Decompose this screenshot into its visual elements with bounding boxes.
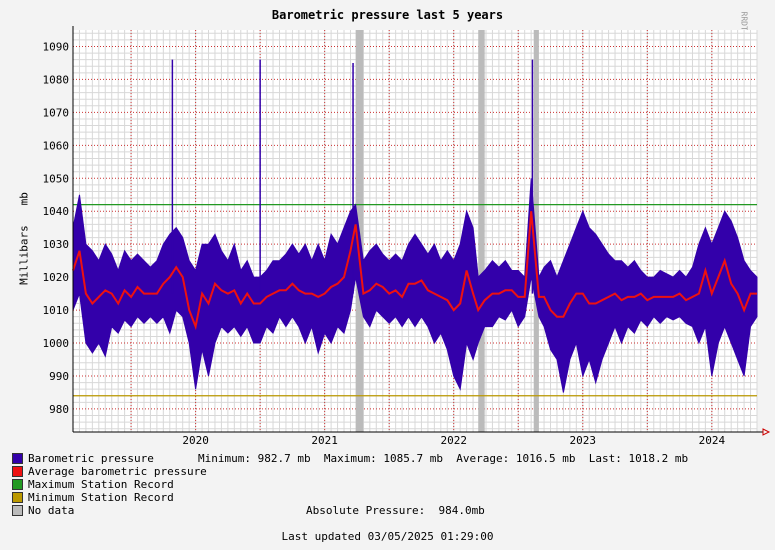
legend-swatch bbox=[12, 453, 23, 464]
stats-summary: Minimum: 982.7 mb Maximum: 1085.7 mb Ave… bbox=[198, 452, 689, 465]
average-series bbox=[72, 211, 757, 331]
pressure-chart: 980 990 1000 1010 1020 1030 1040 1050 1060 1070 10… bbox=[43, 26, 771, 447]
y-tick-label: 1010 bbox=[43, 304, 70, 317]
legend: Barometric pressure Average barometric p… bbox=[12, 452, 207, 517]
x-tick-label: 2023 bbox=[570, 434, 597, 447]
no-data-band bbox=[533, 30, 539, 432]
legend-label: Maximum Station Record bbox=[28, 478, 174, 491]
legend-swatch bbox=[12, 492, 23, 503]
legend-item: Average barometric pressure bbox=[12, 465, 207, 478]
legend-label: Minimum Station Record bbox=[28, 491, 174, 504]
legend-item: No data bbox=[12, 504, 207, 517]
absolute-pressure: Absolute Pressure: 984.0mb bbox=[306, 504, 485, 517]
last-updated: Last updated 03/05/2025 01:29:00 bbox=[281, 530, 494, 543]
y-tick-label: 1050 bbox=[43, 172, 70, 185]
x-tick-label: 2020 bbox=[182, 434, 209, 447]
x-axis-arrow bbox=[762, 428, 771, 436]
y-tick-label: 1000 bbox=[43, 337, 70, 350]
y-tick-label: 1090 bbox=[43, 40, 70, 53]
legend-swatch bbox=[12, 505, 23, 516]
legend-swatch bbox=[12, 466, 23, 477]
y-tick-label: 1030 bbox=[43, 238, 70, 251]
legend-item: Barometric pressure bbox=[12, 452, 207, 465]
y-tick-label: 1060 bbox=[43, 139, 70, 152]
legend-label: Average barometric pressure bbox=[28, 465, 207, 478]
chart-title: Barometric pressure last 5 years bbox=[271, 8, 504, 22]
pressure-series bbox=[72, 178, 758, 393]
y-tick-label: 1020 bbox=[43, 271, 70, 284]
y-tick-label: 1070 bbox=[43, 106, 70, 119]
legend-item: Maximum Station Record bbox=[12, 478, 207, 491]
x-tick-label: 2022 bbox=[440, 434, 467, 447]
y-tick-label: 1080 bbox=[43, 73, 70, 86]
legend-label: No data bbox=[28, 504, 75, 517]
x-tick-label: 2024 bbox=[699, 434, 726, 447]
legend-swatch bbox=[12, 479, 23, 490]
x-tick-label: 2021 bbox=[311, 434, 338, 447]
y-tick-label: 990 bbox=[49, 370, 69, 383]
y-tick-label: 980 bbox=[49, 403, 69, 416]
legend-item: Minimum Station Record bbox=[12, 491, 207, 504]
legend-label: Barometric pressure bbox=[28, 452, 154, 465]
no-data-band bbox=[478, 30, 485, 432]
y-tick-label: 1040 bbox=[43, 205, 70, 218]
